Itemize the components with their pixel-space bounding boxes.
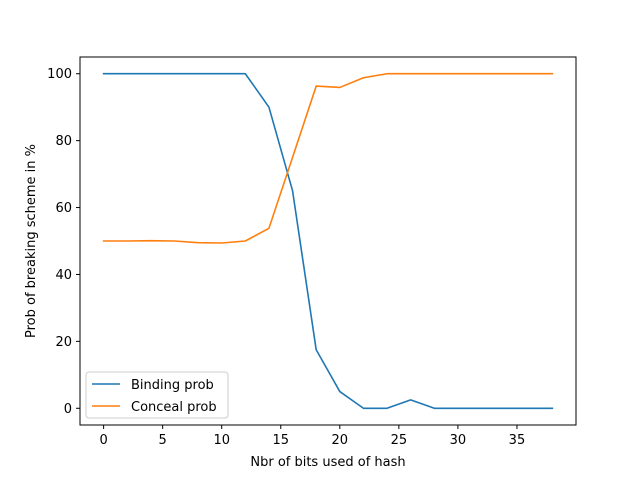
legend-label-binding: Binding prob [131,378,214,393]
y-axis-label: Prob of breaking scheme in % [24,144,39,338]
legend-box [85,371,229,419]
x-tick-label: 5 [159,433,167,448]
legend-label-conceal: Conceal prob [131,400,217,415]
x-tick-label: 0 [99,433,107,448]
plot-frame [79,56,577,426]
series-line-binding-prob [102,72,554,410]
y-tick-label: 80 [55,134,72,149]
y-axis: 0 20 40 60 80 100 [47,67,80,417]
y-tick-label: 60 [55,201,72,216]
x-tick-label: 25 [391,433,408,448]
y-tick-label: 0 [64,402,72,417]
x-tick-label: 15 [272,433,289,448]
x-tick-label: 10 [213,433,230,448]
series-line-conceal-prob [102,72,554,244]
x-tick-label: 35 [509,433,526,448]
x-tick-label: 30 [450,433,467,448]
x-axis-label: Nbr of bits used of hash [250,455,405,470]
legend: Binding prob Conceal prob [85,371,229,419]
series-layer [102,72,554,410]
x-axis: 0 5 10 15 20 25 30 35 [99,425,525,448]
x-tick-label: 20 [332,433,349,448]
y-tick-label: 20 [55,335,72,350]
y-tick-label: 100 [47,67,72,82]
y-tick-label: 40 [55,268,72,283]
